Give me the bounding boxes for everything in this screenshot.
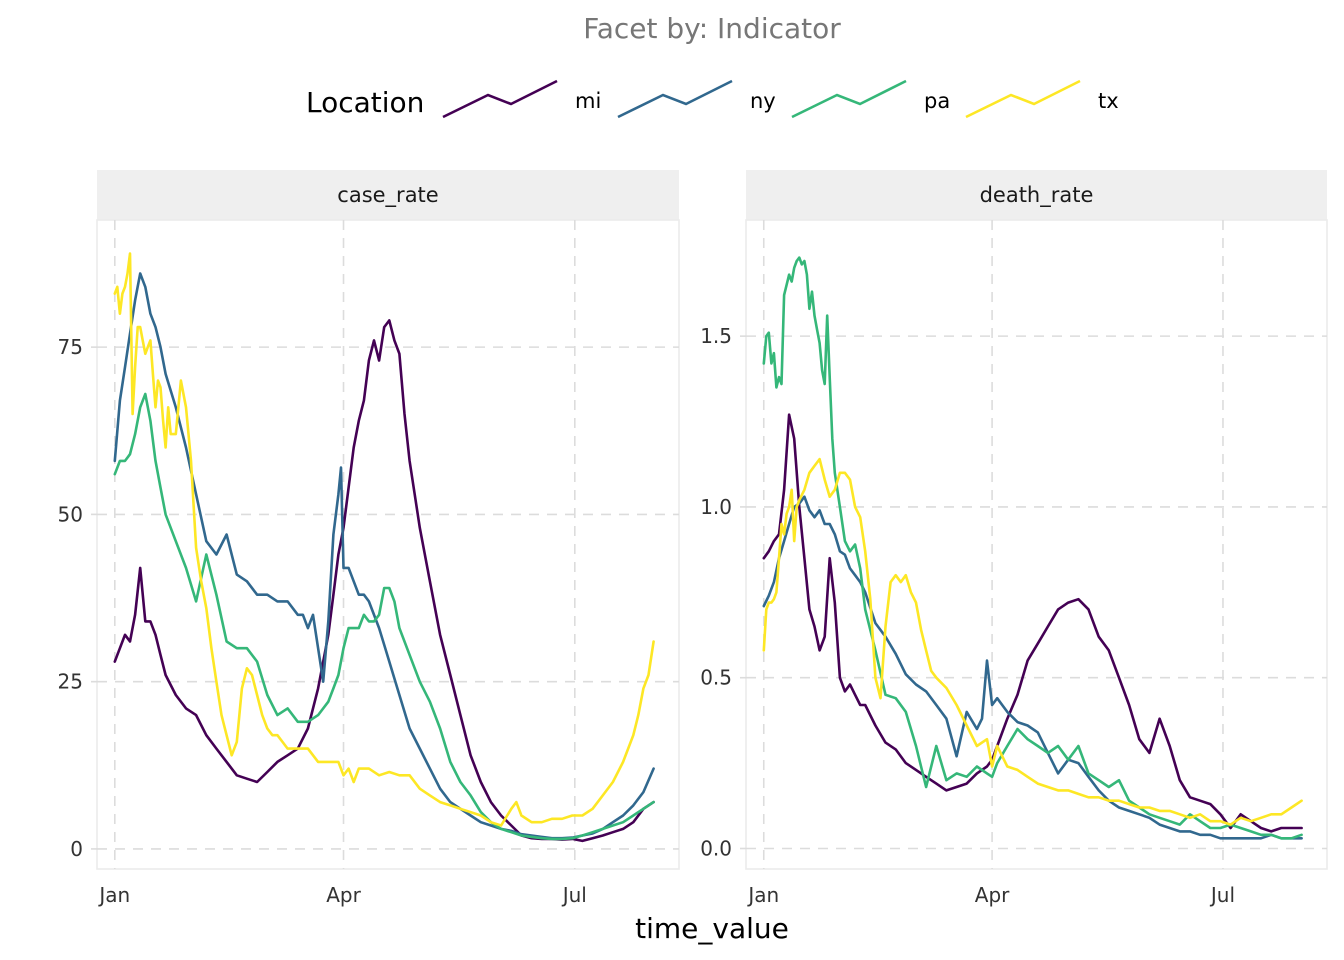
legend-item-mi: mi <box>442 79 601 119</box>
y-tick-label: 0 <box>70 837 83 861</box>
facet-strip-label: case_rate <box>337 183 438 208</box>
panel-border <box>745 219 1328 870</box>
x-tick-label: Apr <box>975 883 1010 907</box>
x-tick-label: Jul <box>1209 883 1235 907</box>
legend-item-tx: tx <box>965 79 1119 119</box>
legend-item-ny: ny <box>617 79 776 119</box>
y-tick-label: 50 <box>58 502 83 526</box>
x-tick-label: Jan <box>97 883 130 907</box>
y-tick-label: 75 <box>58 335 83 359</box>
series-line-pa <box>762 256 1303 840</box>
series-line-mi <box>113 319 655 843</box>
legend-key-tx <box>965 79 1081 119</box>
series-line-ny <box>762 495 1303 840</box>
legend-label-mi: mi <box>575 89 601 113</box>
panel-border <box>96 219 680 870</box>
y-tick-label: 25 <box>58 670 83 694</box>
legend-key-pa <box>791 79 907 119</box>
x-tick-label: Apr <box>326 883 361 907</box>
x-tick-label: Jul <box>561 883 587 907</box>
facet-strip <box>746 170 1327 220</box>
y-tick-label: 0.0 <box>700 837 732 861</box>
legend-key-mi <box>442 79 558 119</box>
x-tick-label: Jan <box>746 883 779 907</box>
series-line-mi <box>762 413 1303 833</box>
series-line-tx <box>113 252 655 827</box>
chart-title: Facet by: Indicator <box>583 12 841 45</box>
panel-case_rate: case_rate 0 25 50 75 Jan Apr Jul <box>58 170 680 907</box>
y-tick-label: 1.5 <box>700 324 732 348</box>
y-tick-label: 0.5 <box>700 666 732 690</box>
facet-strip <box>97 170 679 220</box>
legend-label-tx: tx <box>1098 89 1119 113</box>
legend-item-pa: pa <box>791 79 950 119</box>
y-tick-label: 1.0 <box>700 495 732 519</box>
series-line-tx <box>762 457 1303 826</box>
legend-title: Location <box>306 86 424 119</box>
series-line-pa <box>113 392 655 841</box>
legend-key-ny <box>617 79 733 119</box>
x-axis-title: time_value <box>635 912 789 945</box>
series-line-ny <box>113 272 655 840</box>
legend: Location mi ny pa tx <box>306 79 1119 119</box>
panel-death_rate: death_rate 0.0 0.5 1.0 1.5 Jan Apr Jul <box>700 170 1328 907</box>
facet-strip-label: death_rate <box>980 183 1094 208</box>
legend-label-ny: ny <box>750 89 776 113</box>
legend-label-pa: pa <box>924 89 950 113</box>
